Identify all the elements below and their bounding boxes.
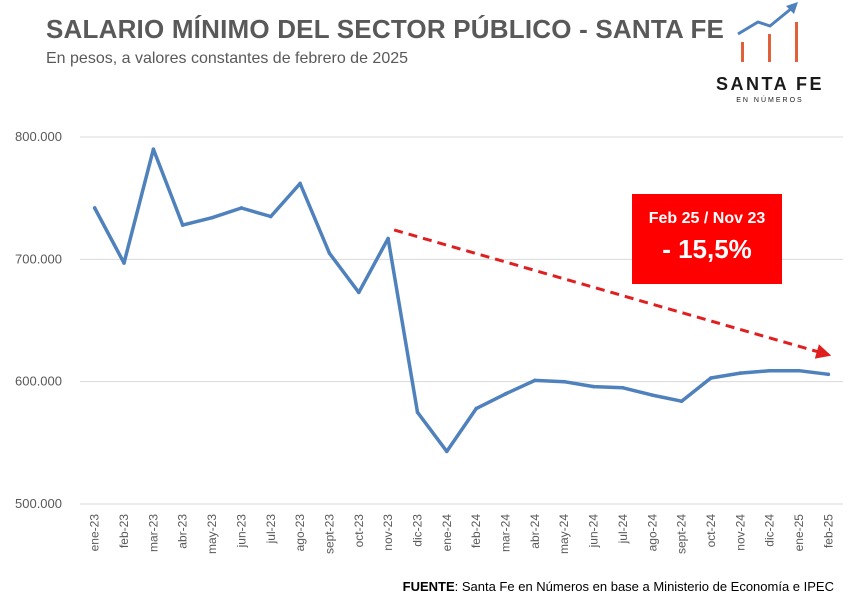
data-point (709, 376, 713, 380)
data-point (239, 206, 244, 210)
x-tick-label: nov-23 (381, 514, 395, 551)
data-point (415, 410, 420, 415)
data-point (122, 261, 126, 265)
source-text: : Santa Fe en Números en base a Minister… (454, 579, 834, 594)
data-point (679, 399, 684, 404)
x-tick-label: ene-23 (88, 514, 102, 552)
y-tick-label: 600.000 (15, 374, 62, 389)
x-tick-label: dic-24 (763, 514, 777, 547)
x-tick-label: jun-23 (234, 514, 248, 549)
data-point (621, 385, 625, 390)
data-point (797, 368, 801, 373)
x-tick-label: sept-23 (322, 514, 336, 554)
x-tick-label: jul-24 (616, 514, 630, 545)
chart-subtitle: En pesos, a valores constantes de febrer… (46, 50, 409, 67)
data-point (268, 214, 273, 219)
x-tick-label: may-24 (557, 514, 571, 554)
trend-arrow (393, 228, 832, 359)
callout-label: Feb 25 / Nov 23 (648, 210, 766, 227)
x-tick-label: abr-24 (528, 514, 542, 549)
data-point (180, 223, 185, 227)
data-point (591, 384, 596, 389)
x-tick-label: oct-24 (704, 514, 718, 548)
x-tick-label: dic-23 (410, 514, 424, 547)
data-point (445, 449, 449, 454)
chart-title: SALARIO MÍNIMO DEL SECTOR PÚBLICO - SANT… (46, 14, 725, 44)
data-point (92, 206, 97, 210)
x-tick-label: jul-23 (264, 514, 278, 545)
callout-value: - 15,5% (662, 234, 752, 264)
logo-tagline: EN NÚMEROS (736, 97, 804, 104)
bar-chart-growth-icon (737, 2, 798, 62)
data-point (386, 236, 390, 241)
logo-name: SANTA FE (716, 74, 824, 94)
x-tick-label: sept-24 (675, 514, 689, 554)
x-tick-label: ene-25 (792, 514, 806, 552)
data-point (738, 371, 743, 375)
x-tick-label: mar-24 (499, 514, 513, 552)
data-point (562, 379, 567, 384)
x-tick-label: feb-23 (117, 514, 131, 548)
x-tick-label: feb-24 (469, 514, 483, 548)
x-tick-label: oct-23 (352, 514, 366, 548)
y-tick-label: 500.000 (15, 496, 62, 511)
x-tick-label: ene-24 (440, 514, 454, 552)
x-tick-label: may-23 (205, 514, 219, 554)
data-point (826, 372, 831, 377)
data-point (503, 392, 508, 396)
y-tick-label: 700.000 (15, 251, 62, 266)
x-tick-label: ago-24 (645, 514, 659, 552)
data-point (650, 393, 655, 397)
data-point (533, 378, 537, 383)
variation-callout: Feb 25 / Nov 23 - 15,5% (632, 194, 782, 284)
series-line (92, 147, 831, 454)
source-prefix: FUENTE (402, 579, 455, 594)
data-point (298, 181, 302, 186)
data-point (474, 406, 478, 411)
source-note: FUENTE: Santa Fe en Números en base a Mi… (403, 579, 834, 594)
x-tick-label: ago-23 (293, 514, 307, 552)
y-tick-label: 800.000 (15, 129, 62, 144)
data-point (356, 290, 361, 295)
x-tick-label: mar-23 (146, 514, 160, 552)
data-point (210, 215, 214, 220)
data-point (327, 251, 332, 256)
data-point (767, 368, 772, 373)
x-tick-label: feb-25 (821, 514, 835, 548)
x-tick-label: jun-24 (587, 514, 601, 549)
x-tick-label: abr-23 (176, 514, 190, 549)
x-tick-label: nov-24 (733, 514, 747, 551)
data-point (151, 147, 156, 152)
